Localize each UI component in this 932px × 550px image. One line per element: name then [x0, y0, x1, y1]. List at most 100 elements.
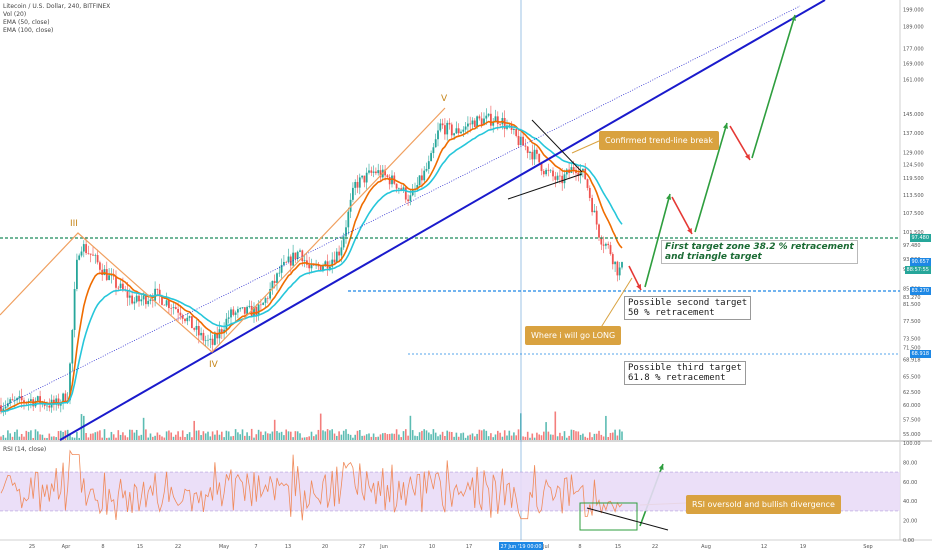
- go-long-callout: Where i will go LONG: [525, 326, 622, 345]
- time-tick-label: 17: [466, 544, 472, 550]
- volume-bar: [71, 437, 74, 440]
- volume-bar: [195, 430, 198, 440]
- price-tick-label: 62.500: [903, 390, 921, 396]
- candle-body: [82, 244, 85, 252]
- volume-bar: [559, 432, 561, 440]
- volume-bar: [43, 437, 46, 440]
- volume-bar: [384, 432, 386, 440]
- volume-bar: [499, 432, 501, 440]
- candle-body: [317, 265, 320, 267]
- candle-body: [184, 318, 186, 322]
- candle-body: [262, 302, 265, 305]
- volume-bar: [34, 429, 37, 440]
- volume-bar: [140, 434, 143, 440]
- volume-bar: [416, 436, 419, 440]
- volume-bar: [290, 431, 292, 440]
- triangle-upper-line: [531, 119, 583, 173]
- candle-body: [4, 406, 7, 409]
- candle-body: [370, 170, 373, 173]
- time-tick-label: 10: [429, 544, 435, 550]
- candle-body: [331, 259, 334, 267]
- candle-body: [257, 304, 260, 316]
- volume-bar: [492, 437, 494, 440]
- candle-body: [579, 171, 582, 176]
- volume-bar: [112, 434, 115, 440]
- candle-body: [552, 170, 554, 177]
- candle-body: [598, 224, 600, 238]
- candle-body: [271, 280, 274, 289]
- candle-body: [340, 247, 343, 256]
- rsi-tick-label: 100.00: [903, 441, 921, 447]
- time-tick-label: 27 Jun '19 00:00: [500, 544, 541, 550]
- volume-bar: [135, 429, 138, 440]
- volume-bar: [526, 431, 529, 440]
- volume-bar: [11, 436, 14, 440]
- volume-bar: [306, 437, 308, 440]
- volume-bar: [476, 433, 478, 440]
- candle-body: [616, 261, 619, 276]
- volume-bar: [147, 437, 149, 440]
- candle-body: [112, 275, 115, 277]
- volume-bar: [409, 415, 412, 440]
- candle-body: [260, 304, 262, 306]
- volume-bar: [561, 436, 563, 440]
- price-tick-label: 57.500: [903, 417, 921, 423]
- volume-bar: [359, 430, 361, 440]
- volume-bar: [398, 434, 400, 440]
- volume-bar: [14, 431, 16, 440]
- volume-bar: [122, 432, 124, 440]
- candle-body: [280, 264, 283, 273]
- volume-bar: [478, 429, 481, 440]
- candle-body: [234, 312, 237, 315]
- volume-bar: [198, 430, 200, 440]
- volume-bar: [184, 436, 186, 440]
- volume-bar: [257, 429, 260, 440]
- volume-bar: [517, 429, 520, 440]
- candle-body: [582, 168, 584, 172]
- candle-body: [20, 396, 23, 401]
- rsi-divergence-line: [586, 507, 669, 531]
- volume-bar: [494, 434, 497, 440]
- volume-bar: [237, 432, 239, 440]
- volume-bar: [16, 429, 18, 440]
- volume-bar: [439, 434, 442, 440]
- candle-body: [126, 290, 129, 298]
- indicator-ema50: EMA (50, close): [3, 19, 50, 26]
- candle-body: [450, 124, 453, 136]
- candle-body: [547, 169, 550, 171]
- volume-bar: [501, 436, 504, 440]
- volume-bar: [175, 434, 177, 440]
- candle-body: [289, 256, 292, 266]
- rsi-tick-label: 40.00: [903, 499, 917, 505]
- candle-body: [492, 122, 495, 126]
- candle-body: [36, 396, 39, 401]
- volume-bar: [267, 433, 269, 440]
- price-tick-label: 107.500: [903, 211, 924, 217]
- candle-body: [595, 210, 598, 225]
- ema-100-line: [0, 125, 623, 413]
- volume-bar: [99, 430, 101, 440]
- volume-bar: [177, 431, 179, 440]
- volume-bar: [538, 434, 540, 440]
- volume-bar: [152, 436, 154, 440]
- candle-body: [76, 259, 78, 290]
- price-tag-target2: 83.270: [909, 287, 931, 295]
- first-target-line2: and triangle target: [665, 252, 762, 262]
- volume-bar: [269, 433, 271, 440]
- candle-body: [423, 170, 426, 181]
- candle-body: [142, 295, 145, 300]
- price-tag-target1: 97.480: [909, 234, 931, 242]
- volume-bar: [85, 433, 87, 440]
- volume-bar: [106, 437, 108, 440]
- volume-bar: [156, 432, 159, 440]
- volume-bar: [53, 436, 55, 440]
- trendline-break-callout: Confirmed trend-line break: [599, 131, 719, 150]
- candle-body: [140, 299, 143, 302]
- candle-body: [99, 262, 101, 270]
- volume-bar: [273, 419, 276, 440]
- price-tick-label: 145.000: [903, 112, 924, 118]
- volume-bar: [352, 437, 354, 440]
- price-tag-countdown: 88:57:55: [904, 266, 931, 274]
